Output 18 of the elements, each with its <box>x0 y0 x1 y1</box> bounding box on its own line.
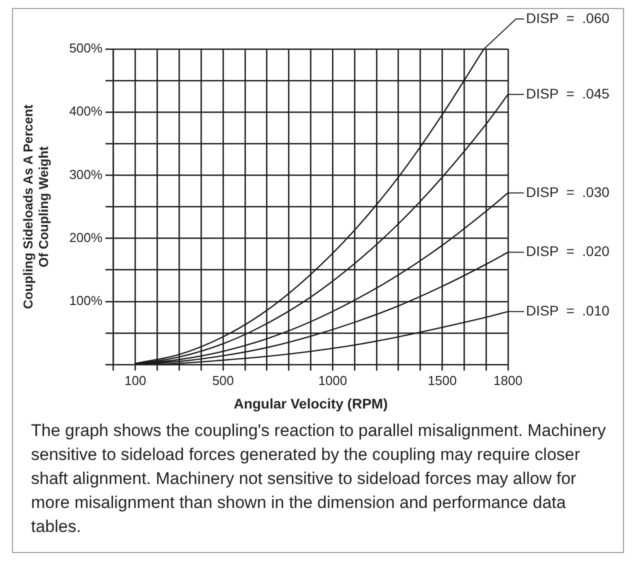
y-tick-label: 400% <box>69 104 103 119</box>
y-tick-label: 200% <box>69 230 103 245</box>
text: The graph shows the coupling's reaction to parallel misalignment. Machinery sensitive to sideload forces generated by the coupling may require closer shaft alignment. Machinery not sensitive to sideload forces may allow for more misalignment than shown in the dimension and performance data tables. <box>31 420 606 538</box>
legend-label: DISP = .045 <box>526 85 610 102</box>
legend-label: DISP = .020 <box>526 243 610 260</box>
y-tick-label: 300% <box>69 166 103 182</box>
legend-label: DISP = .030 <box>526 184 610 200</box>
x-tick-label: 100 <box>124 372 146 388</box>
x-tick-label: 1000 <box>318 372 348 388</box>
x-tick-label: 500 <box>212 372 234 388</box>
y-tick-label: 500% <box>69 40 103 56</box>
x-tick-label: 1800 <box>494 372 522 388</box>
text: DISP = .060 <box>526 10 610 26</box>
y-tick-label: 100% <box>69 293 103 308</box>
legend-label: DISP = .010 <box>526 302 610 318</box>
x-axis-title: Angular Velocity (RPM) <box>234 395 388 412</box>
y-axis-title: Coupling Sideloads As A Percent Of Coupling Weight <box>20 104 51 310</box>
x-tick-label: 1500 <box>428 372 457 388</box>
